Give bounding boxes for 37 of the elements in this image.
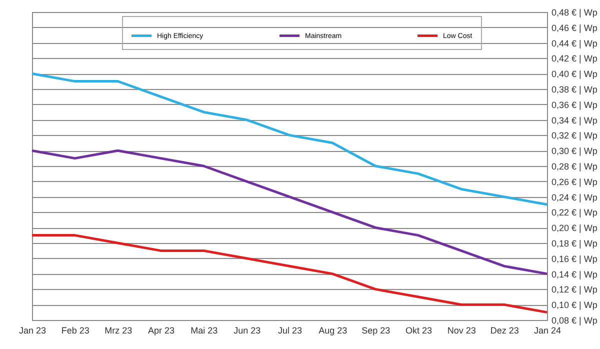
x-tick-label: Jun 23 [234,326,261,336]
y-tick-label: 0,18 € | Wp [552,238,598,248]
x-tick-label: Nov 23 [447,326,476,336]
line-series [30,72,548,206]
x-tick-label: Feb 23 [61,326,90,336]
y-tick-label: 0,46 € | Wp [552,22,598,33]
x-tick-label: Dez 23 [490,326,519,336]
y-tick-label: 0,24 € | Wp [552,192,598,202]
y-tick-label: 0,08 € | Wp [552,316,598,326]
y-tick-label: 0,38 € | Wp [552,84,598,94]
y-tick-label: 0,34 € | Wp [552,115,598,126]
x-tick-label: Apr 23 [148,326,175,336]
x-tick-label: Jul 23 [278,326,302,336]
y-tick-label: 0,20 € | Wp [552,223,598,234]
y-tick-label: 0,40 € | Wp [552,69,598,80]
line-series [30,149,548,276]
y-tick-label: 0,10 € | Wp [552,300,598,310]
y-tick-label: 0,32 € | Wp [552,130,598,141]
y-tick-label: 0,16 € | Wp [552,254,598,264]
x-tick-label: Okt 23 [405,326,432,336]
x-tick-label: Mai 23 [190,326,218,336]
line-series [30,234,548,314]
y-tick-label: 0,26 € | Wp [552,176,598,187]
x-tick-label: Jan 23 [18,326,46,336]
x-tick-label: Sep 23 [362,326,390,336]
y-tick-label: 0,48 € | Wp [552,8,598,18]
y-tick-label: 0,12 € | Wp [552,284,598,295]
x-tick-label: Mrz 23 [104,326,132,336]
y-tick-label: 0,44 € | Wp [552,38,598,48]
y-tick-label: 0,28 € | Wp [552,162,598,172]
y-tick-label: 0,22 € | Wp [552,208,598,218]
y-tick-label: 0,42 € | Wp [552,54,598,64]
y-tick-label: 0,36 € | Wp [552,100,598,110]
y-tick-label: 0,14 € | Wp [552,269,598,280]
x-tick-label: Jan 24 [534,326,562,336]
x-tick-label: Aug 23 [318,326,348,336]
y-tick-label: 0,30 € | Wp [552,146,598,156]
